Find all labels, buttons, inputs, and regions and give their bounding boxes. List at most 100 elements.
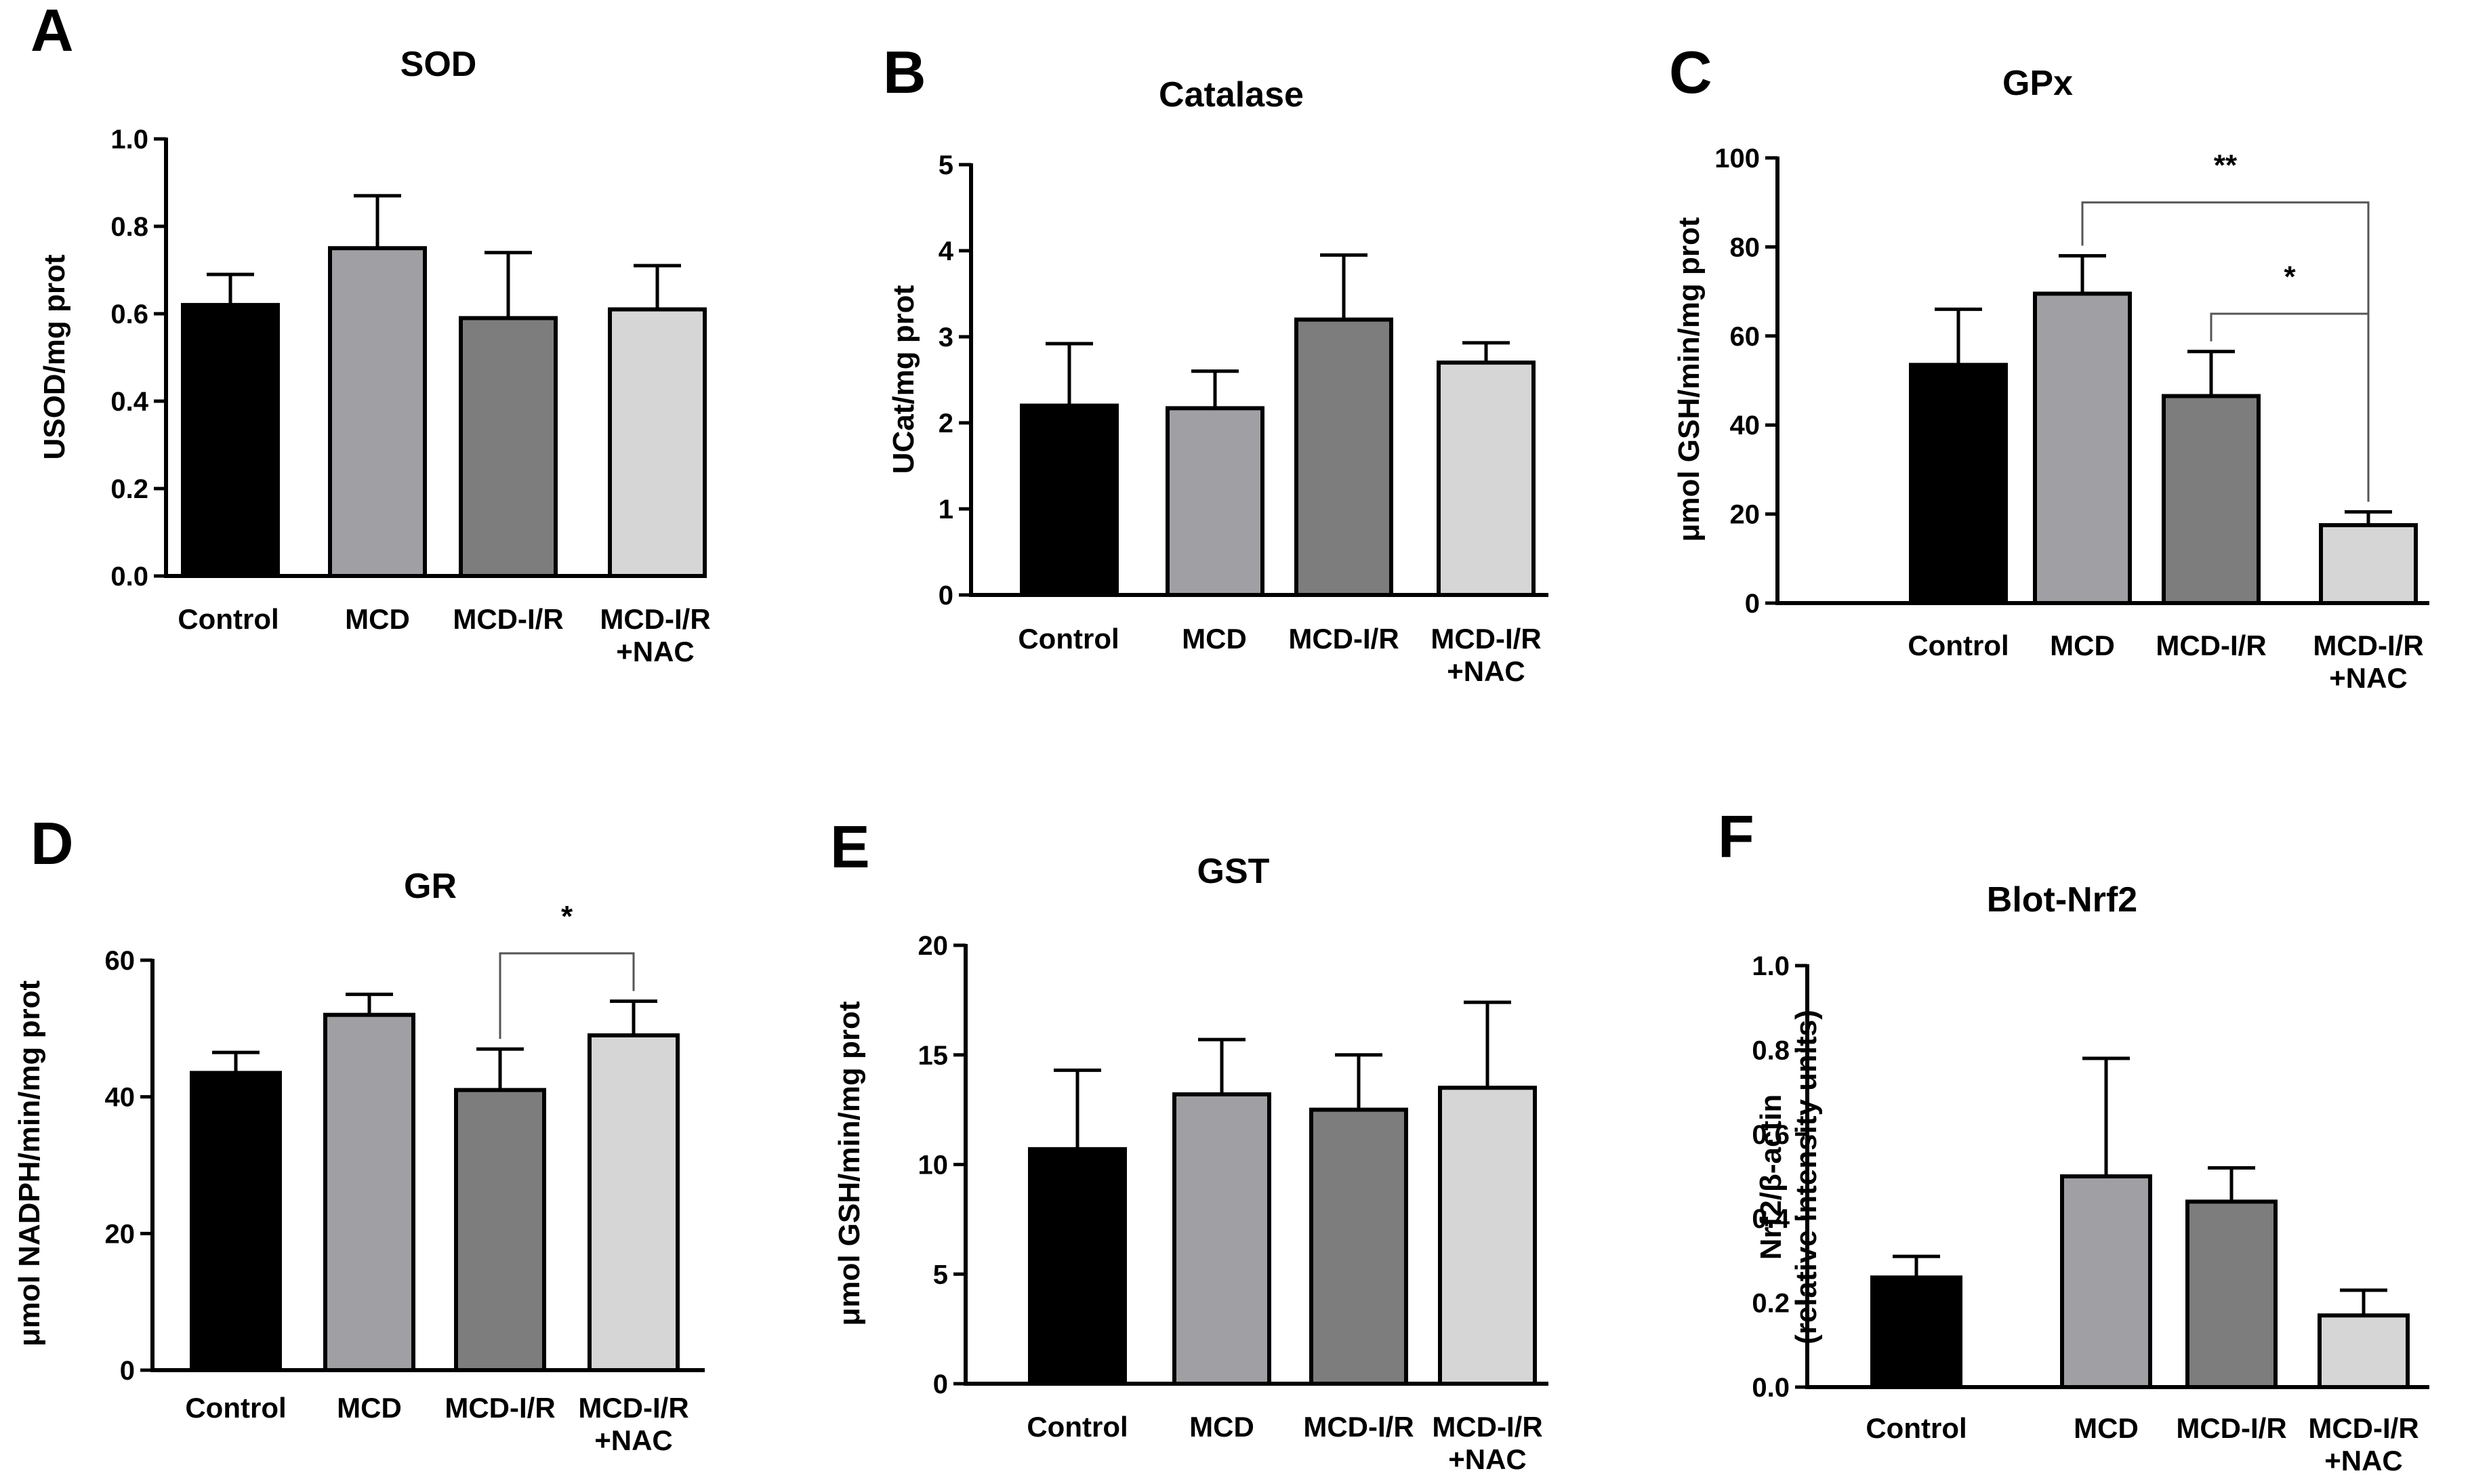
y-tick-label: 0.6 xyxy=(1752,1120,1790,1150)
significance-label: * xyxy=(561,900,573,933)
category-label: Control xyxy=(185,1392,286,1424)
y-tick-label: 3 xyxy=(939,323,953,352)
bar xyxy=(190,1071,282,1372)
y-tick-label: 0 xyxy=(933,1369,948,1399)
y-tick-label: 0.2 xyxy=(110,474,148,504)
category-label: MCD xyxy=(2074,1412,2139,1444)
chart-title: SOD xyxy=(400,45,477,84)
panel-letter: B xyxy=(883,39,926,106)
bar xyxy=(1438,1086,1537,1386)
bar xyxy=(2060,1174,2152,1389)
y-tick-label: 80 xyxy=(1730,232,1761,262)
category-label: MCD-I/R +NAC xyxy=(578,1392,688,1456)
y-tick-label: 0 xyxy=(120,1356,135,1386)
bar xyxy=(2318,1313,2410,1390)
category-label: Control xyxy=(1027,1411,1128,1443)
chart-title: GST xyxy=(1197,852,1270,891)
category-label: MCD-I/R +NAC xyxy=(2308,1412,2418,1477)
bar xyxy=(2319,523,2418,606)
y-tick-label: 5 xyxy=(933,1260,948,1290)
y-tick-label: 20 xyxy=(1730,500,1761,530)
y-tick-label: 0.4 xyxy=(1752,1204,1790,1234)
category-label-line: MCD-I/R xyxy=(2313,630,2423,661)
category-label-line: +NAC xyxy=(1448,1443,1527,1475)
panel-f: F Blot-Nrf2 0.0 0.2 0.4 0.6 0.8 1.0 Control MCD MC… xyxy=(1718,803,2429,1477)
category-label: MCD xyxy=(337,1392,402,1424)
bar xyxy=(323,1012,415,1372)
y-tick-label: 0.6 xyxy=(110,300,148,329)
category-label-line: MCD-I/R xyxy=(1432,1411,1542,1443)
bar xyxy=(1870,1275,1962,1390)
category-label-line: +NAC xyxy=(1447,655,1525,687)
significance-bracket xyxy=(499,952,635,1039)
category-label: MCD-I/R +NAC xyxy=(1430,623,1541,687)
y-tick-label: 0.4 xyxy=(110,387,148,417)
category-label-line: +NAC xyxy=(2324,1445,2403,1477)
y-tick-label: 20 xyxy=(918,931,949,961)
chart-title: Blot-Nrf2 xyxy=(1987,880,2137,920)
y-axis-label: μmol GSH/min/mg prot xyxy=(1672,217,1706,541)
bar xyxy=(1166,406,1264,597)
y-tick-label: 0 xyxy=(1745,589,1760,619)
y-tick-label: 0 xyxy=(939,581,953,611)
bar xyxy=(2033,291,2132,605)
category-label: Control xyxy=(1018,623,1119,655)
y-tick-label: 1.0 xyxy=(110,125,148,154)
category-label-line: +NAC xyxy=(2329,662,2408,694)
panel-a: A SOD 0.0 0.2 0.4 0.6 0.8 1.0 Control MCD MCD-I/R M… xyxy=(30,0,711,667)
y-tick-label: 1.0 xyxy=(1752,951,1790,981)
category-label: Control xyxy=(1908,630,2009,661)
category-label-line: +NAC xyxy=(594,1424,673,1456)
chart-title: Catalase xyxy=(1159,75,1304,115)
y-tick-label: 100 xyxy=(1714,144,1760,173)
y-tick-label: 0.0 xyxy=(110,562,148,592)
y-axis-label: Nrf2/β-actin xyxy=(1754,1094,1788,1260)
y-axis-label: UCat/mg prot xyxy=(887,285,920,474)
significance-bracket xyxy=(2210,312,2370,502)
significance-label: ** xyxy=(2214,149,2238,182)
y-tick-label: 5 xyxy=(939,150,953,180)
chart-title: GPx xyxy=(2002,64,2073,103)
category-label: MCD-I/R +NAC xyxy=(600,603,710,667)
bar xyxy=(1437,360,1536,597)
bar xyxy=(1172,1092,1271,1386)
y-tick-label: 0.2 xyxy=(1752,1289,1790,1319)
y-tick-label: 0.8 xyxy=(110,212,148,242)
panel-letter: C xyxy=(1669,39,1712,106)
y-tick-label: 0.8 xyxy=(1752,1035,1790,1065)
category-label: MCD-I/R xyxy=(2156,630,2266,661)
y-tick-label: 60 xyxy=(105,946,136,976)
bar xyxy=(328,246,427,578)
bar xyxy=(1309,1107,1408,1386)
bar xyxy=(1028,1147,1127,1386)
y-axis-label: μmol NADPH/min/mg prot xyxy=(13,981,46,1347)
bar xyxy=(181,303,280,578)
y-tick-label: 0.0 xyxy=(1752,1373,1790,1403)
y-tick-label: 40 xyxy=(105,1083,136,1113)
category-label: Control xyxy=(1866,1412,1967,1444)
category-label: MCD xyxy=(1182,623,1247,655)
category-label: MCD-I/R xyxy=(445,1392,555,1424)
category-label: Control xyxy=(178,603,279,635)
significance-label: * xyxy=(2284,260,2296,293)
bar xyxy=(454,1088,546,1373)
y-tick-label: 2 xyxy=(939,409,953,438)
panel-letter: A xyxy=(30,0,74,64)
category-label-line: MCD-I/R xyxy=(578,1392,688,1424)
bar xyxy=(608,307,707,578)
y-tick-label: 1 xyxy=(939,495,953,524)
category-label: MCD xyxy=(345,603,410,635)
bar xyxy=(1909,363,2008,605)
y-tick-label: 10 xyxy=(918,1151,949,1180)
category-label-line: MCD-I/R xyxy=(600,603,710,635)
bar xyxy=(588,1033,680,1372)
y-tick-label: 4 xyxy=(939,236,954,266)
y-axis-label: μmol GSH/min/mg prot xyxy=(833,1001,866,1325)
bar xyxy=(2162,394,2261,605)
category-label-line: MCD-I/R xyxy=(2308,1412,2418,1444)
y-axis-label: USOD/mg prot xyxy=(38,254,71,459)
